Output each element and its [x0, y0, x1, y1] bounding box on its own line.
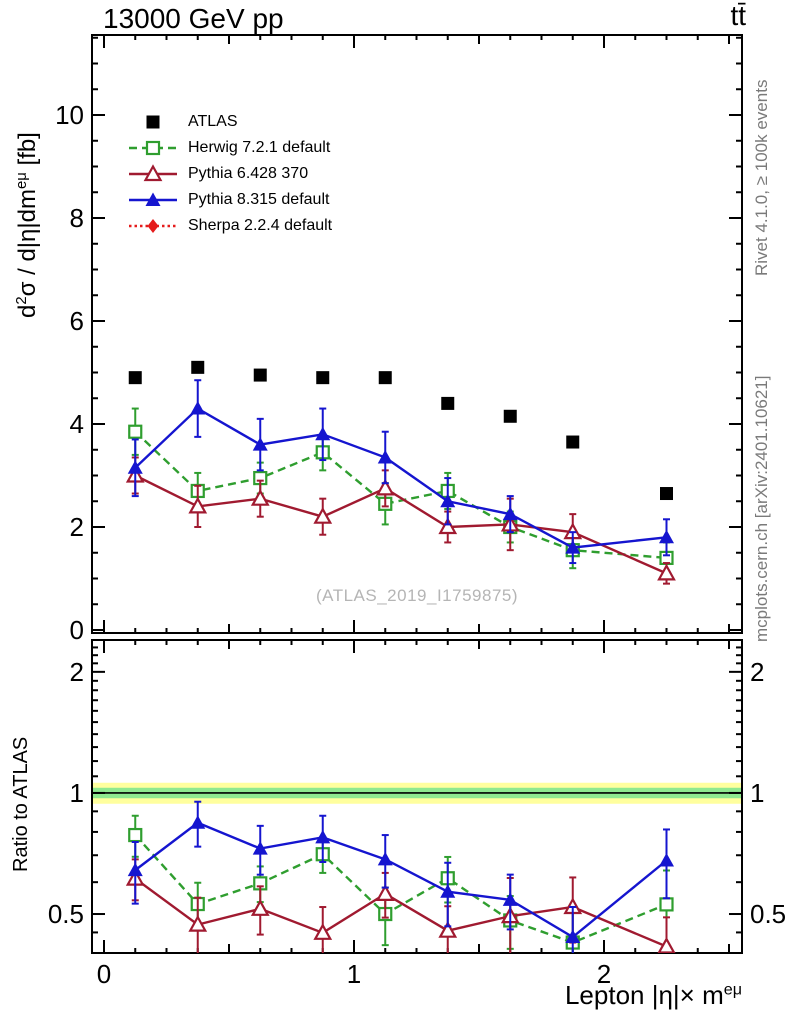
series-herwig-ratio: [128, 814, 674, 953]
series-pythia6-main: [125, 456, 676, 585]
svg-text:4: 4: [70, 409, 84, 439]
legend: ATLAS Herwig 7.2.1 default Pythia 6.428 …: [127, 109, 332, 239]
y-axis-title-main: d2σ / d|η|dmeμ [fb]: [14, 132, 41, 318]
legend-item-pythia8: Pythia 8.315 default: [127, 187, 332, 213]
svg-text:0: 0: [70, 615, 84, 645]
legend-label-atlas: ATLAS: [188, 113, 238, 130]
legend-label-pythia8: Pythia 8.315 default: [188, 191, 330, 208]
series-atlas-main: [128, 360, 673, 501]
svg-text:1: 1: [750, 778, 764, 808]
ratio-bands: [92, 782, 742, 804]
legend-item-sherpa: Sherpa 2.2.4 default: [127, 213, 332, 239]
mcplots-arxiv-note: mcplots.cern.ch [arXiv:2401.10621]: [752, 375, 771, 642]
tick-labels: 0 2 4 6 8 10 0 1 2 2 2 1 1 0.5 0.5: [48, 100, 786, 989]
svg-text:2: 2: [70, 512, 84, 542]
legend-label-sherpa: Sherpa 2.2.4 default: [188, 217, 333, 234]
beam-energy-title: 13000 GeV pp: [103, 3, 284, 34]
legend-marker-pythia6: [127, 164, 179, 184]
svg-text:6: 6: [70, 306, 84, 336]
svg-text:0: 0: [97, 959, 111, 989]
legend-marker-pythia8: [127, 190, 179, 210]
process-title: tt̄: [730, 0, 746, 31]
series-pythia8-main: [127, 379, 674, 565]
x-axis-title: Lepton |η|× meμ: [564, 980, 742, 1010]
svg-text:0.5: 0.5: [48, 899, 84, 929]
legend-label-herwig: Herwig 7.2.1 default: [188, 139, 331, 156]
y-axis-title-ratio: Ratio to ATLAS: [10, 736, 32, 872]
svg-text:2: 2: [750, 657, 764, 687]
rivet-version-note: Rivet 4.1.0, ≥ 100k events: [752, 79, 771, 276]
series-pythia8-ratio: [127, 800, 674, 953]
svg-text:0.5: 0.5: [750, 899, 786, 929]
series-herwig-main: [128, 407, 674, 575]
svg-text:10: 10: [55, 100, 84, 130]
legend-marker-atlas: [127, 112, 179, 132]
legend-item-atlas: ATLAS: [127, 109, 332, 135]
svg-text:1: 1: [70, 778, 84, 808]
svg-text:1: 1: [347, 959, 361, 989]
legend-label-pythia6: Pythia 6.428 370: [188, 165, 309, 182]
analysis-id-watermark: (ATLAS_2019_I1759875): [315, 586, 519, 605]
axis-ticks: [92, 35, 742, 953]
legend-marker-herwig: [127, 138, 179, 158]
legend-item-herwig: Herwig 7.2.1 default: [127, 135, 332, 161]
svg-text:8: 8: [70, 203, 84, 233]
legend-marker-sherpa: [127, 216, 179, 236]
svg-text:2: 2: [70, 657, 84, 687]
legend-item-pythia6: Pythia 6.428 370: [127, 161, 332, 187]
svg-text:2: 2: [597, 959, 611, 989]
